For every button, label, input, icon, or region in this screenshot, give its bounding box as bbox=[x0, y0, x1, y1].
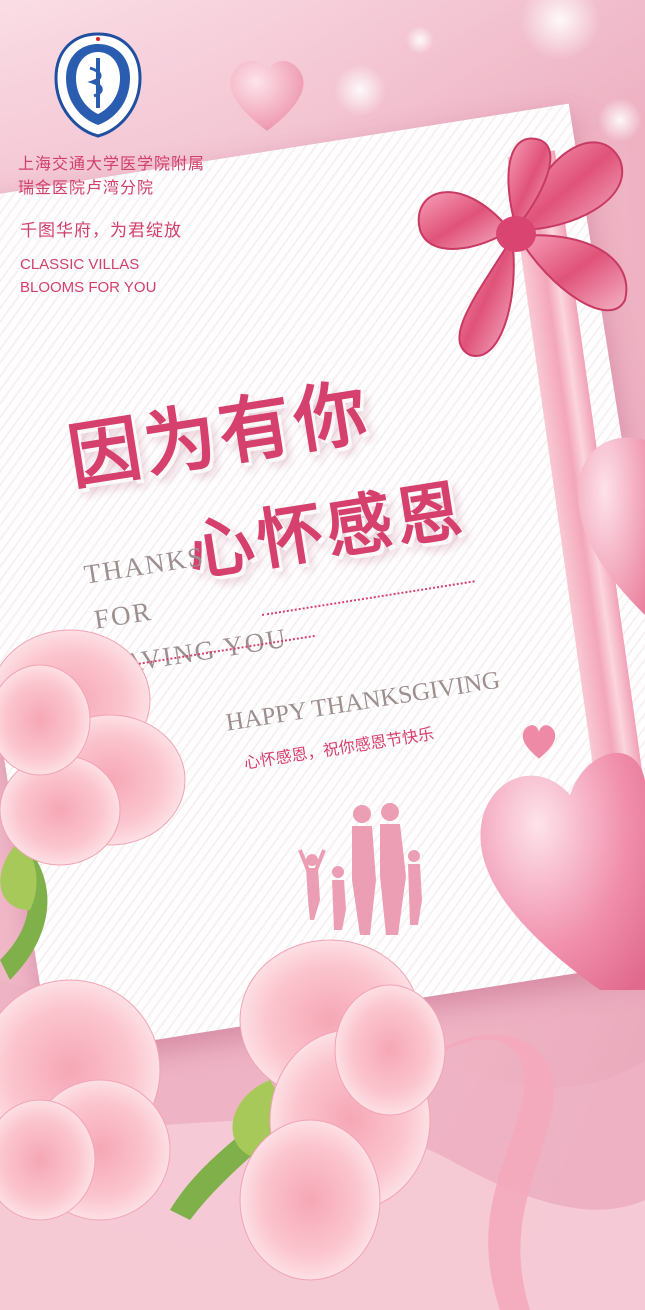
carnation-flower-icon bbox=[170, 939, 446, 1281]
bow-icon bbox=[417, 137, 628, 358]
carnation-flower-icon bbox=[0, 629, 186, 980]
heart-icon bbox=[577, 437, 645, 615]
family-silhouette-icon bbox=[298, 803, 422, 935]
slogan-en-line2: BLOOMS FOR YOU bbox=[20, 279, 157, 296]
heart-icon bbox=[522, 725, 556, 759]
heart-icon bbox=[480, 752, 645, 990]
ribbon-curl bbox=[430, 1034, 554, 1310]
carnation-flower-icon bbox=[0, 979, 171, 1221]
slogan-cn: 千图华府，为君绽放 bbox=[20, 221, 182, 241]
organization-line2: 瑞金医院卢湾分院 bbox=[18, 178, 155, 197]
organization-line1: 上海交通大学医学院附属 bbox=[18, 154, 206, 173]
hospital-logo-seal bbox=[54, 32, 142, 138]
heart-icon bbox=[230, 60, 304, 131]
slogan-en-line1: CLASSIC VILLAS bbox=[20, 256, 140, 273]
